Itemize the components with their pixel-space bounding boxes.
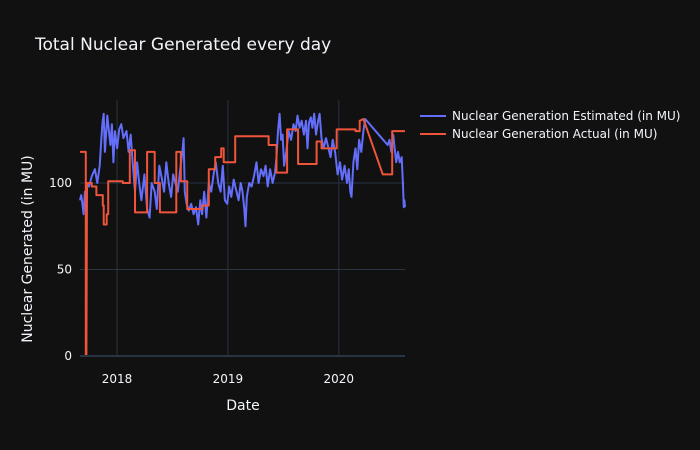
legend[interactable]: Nuclear Generation Estimated (in MU) Nucl… bbox=[420, 109, 680, 141]
series-line-actual[interactable] bbox=[80, 118, 405, 357]
legend-label: Nuclear Generation Actual (in MU) bbox=[452, 127, 657, 141]
x-axis-label: Date bbox=[226, 398, 259, 414]
chart-title: Total Nuclear Generated every day bbox=[34, 35, 331, 55]
y-tick-label: 100 bbox=[49, 176, 72, 190]
series-line-estimated[interactable] bbox=[79, 112, 406, 228]
y-tick-label: 0 bbox=[64, 349, 72, 363]
legend-item-estimated[interactable]: Nuclear Generation Estimated (in MU) bbox=[420, 109, 680, 123]
legend-label: Nuclear Generation Estimated (in MU) bbox=[452, 109, 680, 123]
y-tick-label: 50 bbox=[57, 263, 72, 277]
x-tick-label: 2019 bbox=[213, 372, 244, 386]
x-axis-ticks: 2018 2019 2020 bbox=[102, 372, 354, 386]
y-axis-ticks: 0 50 100 bbox=[49, 176, 72, 363]
legend-item-actual[interactable]: Nuclear Generation Actual (in MU) bbox=[420, 127, 657, 141]
traces bbox=[79, 112, 406, 357]
plot-area bbox=[79, 100, 406, 357]
x-tick-label: 2020 bbox=[324, 372, 355, 386]
y-axis-label: Nuclear Generated (in MU) bbox=[20, 155, 36, 343]
x-tick-label: 2018 bbox=[102, 372, 133, 386]
